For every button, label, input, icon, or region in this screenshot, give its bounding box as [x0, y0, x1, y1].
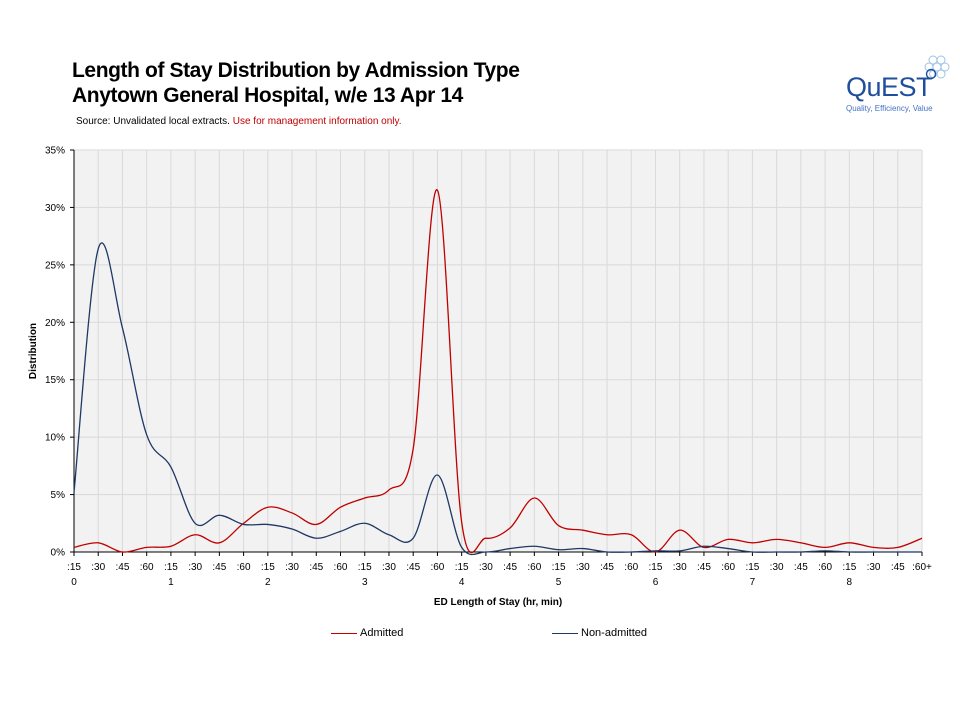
x-tick-label: :15 [455, 562, 469, 573]
x-tick-label: :15 [649, 562, 663, 573]
y-tick-label: 0% [51, 548, 66, 559]
legend-label-admitted: Admitted [360, 627, 404, 639]
x-tick-label: :60+ [912, 562, 932, 573]
x-tick-label: :30 [479, 562, 493, 573]
x-tick-label: :45 [503, 562, 517, 573]
y-tick-label: 15% [45, 375, 65, 386]
x-tick-label: :45 [600, 562, 614, 573]
x-hour-label: 1 [168, 577, 174, 588]
x-tick-label: :15 [67, 562, 81, 573]
plot-area [74, 150, 922, 552]
source-warning: Use for management information only. [232, 116, 402, 127]
series-line-admitted [73, 189, 923, 554]
y-tick-label: 5% [51, 490, 66, 501]
x-tick-label: :15 [552, 562, 566, 573]
bubbles-icon [924, 55, 950, 80]
x-tick-label: :15 [358, 562, 372, 573]
x-hour-label: 6 [653, 577, 659, 588]
x-tick-label: :60 [334, 562, 348, 573]
x-tick-label: :45 [406, 562, 420, 573]
source-label: Source: Unvalidated local extracts. [76, 116, 230, 127]
x-tick-label: :15 [164, 562, 178, 573]
x-tick-label: :15 [745, 562, 759, 573]
series-line-non-admitted [73, 242, 922, 556]
chart-title-line1: Length of Stay Distribution by Admission… [72, 59, 520, 82]
x-tick-label: :30 [188, 562, 202, 573]
x-hour-label: 0 [71, 577, 77, 588]
x-tick-label: :30 [382, 562, 396, 573]
legend-swatch-non-admitted [552, 632, 578, 634]
x-hour-label: 7 [750, 577, 756, 588]
x-tick-label: :60 [527, 562, 541, 573]
x-hour-label: 5 [556, 577, 562, 588]
y-tick-label: 10% [45, 433, 65, 444]
x-tick-label: :30 [770, 562, 784, 573]
x-hour-label: 8 [847, 577, 853, 588]
quest-logo: QuEST Quality, Efficiency, Value [840, 52, 952, 122]
x-tick-label: :60 [237, 562, 251, 573]
y-tick-label: 25% [45, 260, 65, 271]
x-tick-label: :45 [116, 562, 130, 573]
x-tick-label: :60 [624, 562, 638, 573]
x-hour-label: 4 [459, 577, 465, 588]
chart-title: Length of Stay Distribution by Admission… [72, 58, 520, 108]
y-tick-label: 20% [45, 318, 65, 329]
chart-title-line2: Anytown General Hospital, w/e 13 Apr 14 [72, 84, 463, 107]
logo-tagline: Quality, Efficiency, Value [846, 104, 933, 113]
x-tick-label: :30 [867, 562, 881, 573]
source-note: Source: Unvalidated local extracts. Use … [76, 116, 402, 127]
legend-item-admitted: Admitted [331, 627, 403, 639]
x-tick-label: :45 [891, 562, 905, 573]
x-tick-label: :60 [140, 562, 154, 573]
legend-label-non-admitted: Non-admitted [581, 627, 648, 639]
x-tick-label: :30 [91, 562, 105, 573]
x-hour-label: 2 [265, 577, 271, 588]
x-tick-label: :30 [673, 562, 687, 573]
x-tick-label: :60 [721, 562, 735, 573]
x-tick-label: :45 [697, 562, 711, 573]
x-tick-label: :45 [794, 562, 808, 573]
x-tick-label: :60 [818, 562, 832, 573]
legend-swatch-admitted [331, 632, 357, 634]
y-tick-label: 30% [45, 203, 65, 214]
x-tick-label: :30 [285, 562, 299, 573]
x-tick-label: :15 [842, 562, 856, 573]
x-tick-label: :45 [309, 562, 323, 573]
x-tick-label: :60 [430, 562, 444, 573]
y-tick-label: 35% [45, 146, 65, 157]
y-axis-title: Distribution [28, 323, 39, 379]
x-tick-label: :30 [576, 562, 590, 573]
logo-wordmark: QuEST [846, 72, 933, 102]
legend-item-non-admitted: Non-admitted [552, 627, 647, 639]
x-axis-title: ED Length of Stay (hr, min) [434, 597, 562, 608]
x-hour-label: 3 [362, 577, 368, 588]
x-tick-label: :45 [212, 562, 226, 573]
x-tick-label: :15 [261, 562, 275, 573]
